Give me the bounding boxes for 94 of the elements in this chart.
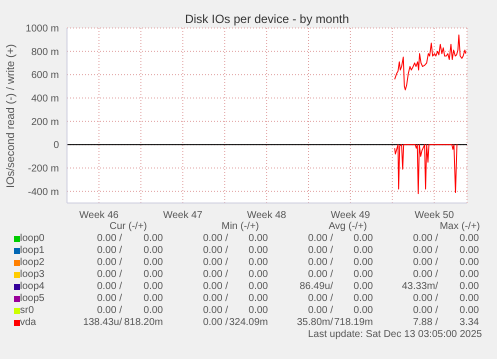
text: 0.00 / (96, 305, 122, 316)
text: 0.00 / (412, 257, 438, 268)
text: 0.00 (354, 233, 373, 244)
text: 0.00 (460, 293, 479, 304)
text: Cur (-/+) (108, 221, 147, 232)
text: 0.00 / (202, 257, 228, 268)
legend-label: loop3 (20, 269, 44, 280)
legend-label: loop0 (20, 233, 44, 244)
text: 0.00 / (306, 293, 333, 304)
y-tick-label: 800 m (31, 46, 59, 58)
text: 0.00 / (202, 269, 228, 280)
text: 0.00 / (412, 293, 438, 304)
text: 0.00 / (412, 233, 438, 244)
x-tick-label: Week 49 (330, 210, 371, 222)
text: 0.00 / (306, 245, 333, 256)
text: 86.49u/ (298, 281, 333, 292)
text: 818.20m (124, 317, 163, 328)
text: Min (-/+) (220, 221, 259, 232)
text: 0.00 (354, 281, 373, 292)
text: 0.00 / (412, 305, 438, 316)
text: 3.34 (460, 317, 479, 328)
y-tick-label: 600 m (31, 70, 59, 82)
x-tick-label: Week 47 (163, 210, 203, 222)
text: 0.00 (248, 293, 268, 304)
text: 0.00 / (96, 257, 122, 268)
text: 0.00 / (96, 245, 122, 256)
x-tick-label: Week 50 (414, 210, 454, 222)
text: 0.00 / (202, 305, 228, 316)
text: 0.00 (354, 305, 373, 316)
text: 0.00 / (96, 281, 122, 292)
y-tick-label: 0 (53, 140, 60, 152)
text: 0.00 (460, 233, 479, 244)
y-tick-label: -200 m (28, 164, 59, 175)
text: 0.00 (354, 269, 373, 280)
text: 0.00 / (412, 269, 438, 280)
text: 0.00 (460, 245, 479, 256)
text: 0.00 (460, 269, 479, 280)
y-tick-label: -400 m (28, 186, 59, 198)
text: Max (-/+) (438, 221, 480, 232)
x-tick-label: Week 46 (79, 210, 120, 222)
x-tick-label: Week 48 (246, 210, 287, 222)
y-axis-title: IOs/second read (-) / write (+) (5, 44, 17, 188)
text: 0.00 / (96, 269, 122, 280)
text: 0.00 (248, 257, 268, 268)
text: 0.00 / (96, 293, 122, 304)
text: 0.00 (144, 257, 163, 268)
text: 0.00 / (202, 245, 228, 256)
text: 0.00 / (306, 233, 333, 244)
text: 0.00 / (306, 257, 333, 268)
text: 43.33m/ (400, 281, 438, 292)
text: 718.19m (334, 317, 373, 328)
text: 0.00 (248, 281, 268, 292)
text: 0.00 / (306, 269, 333, 280)
text: 0.00 (248, 233, 268, 244)
y-tick-label: 400 m (31, 94, 59, 105)
legend-label: loop1 (20, 245, 44, 256)
line-series (394, 144, 458, 194)
text: 324.09m (229, 317, 268, 328)
text: 0.00 (460, 257, 479, 268)
text: 0.00 (460, 305, 479, 316)
text: 35.80m/ (296, 317, 333, 328)
text: 7.88 / (412, 317, 438, 328)
text: 0.00 (144, 293, 163, 304)
line-series (394, 34, 466, 90)
text: 0.00 / (306, 305, 333, 316)
text: 0.00 / (202, 293, 228, 304)
legend-label: loop5 (20, 293, 44, 304)
legend-label: sr0 (20, 305, 34, 316)
text: 0.00 (144, 281, 163, 292)
text: 0.00 (144, 305, 163, 316)
text: 0.00 (460, 281, 479, 292)
legend-label: vda (20, 317, 36, 328)
text: 0.00 (354, 245, 373, 256)
text: 0.00 / (202, 281, 228, 292)
text: 0.00 (144, 233, 163, 244)
legend-label: loop4 (20, 281, 44, 292)
text: Avg (-/+) (328, 221, 367, 232)
text: Last update: Sat Dec 13 03:05:00 2025 (306, 329, 482, 340)
text: 0.00 (144, 269, 163, 280)
text: 0.00 (248, 269, 268, 280)
text: 0.00 (248, 245, 268, 256)
text: 138.43u/ (82, 317, 122, 328)
text: 0.00 / (96, 233, 122, 244)
legend-label: loop2 (20, 257, 44, 268)
text: 0.00 (354, 257, 373, 268)
text: 0.00 (144, 245, 163, 256)
text: 0.00 (354, 293, 373, 304)
chart-title: Disk IOs per device - by month (184, 12, 350, 26)
text: 0.00 / (412, 245, 438, 256)
y-tick-label: 1000 m (26, 24, 59, 35)
text: 0.00 (248, 305, 268, 316)
y-tick-label: 200 m (31, 116, 59, 128)
text: 0.00 / (202, 233, 228, 244)
text: 0.00 / (202, 317, 228, 328)
